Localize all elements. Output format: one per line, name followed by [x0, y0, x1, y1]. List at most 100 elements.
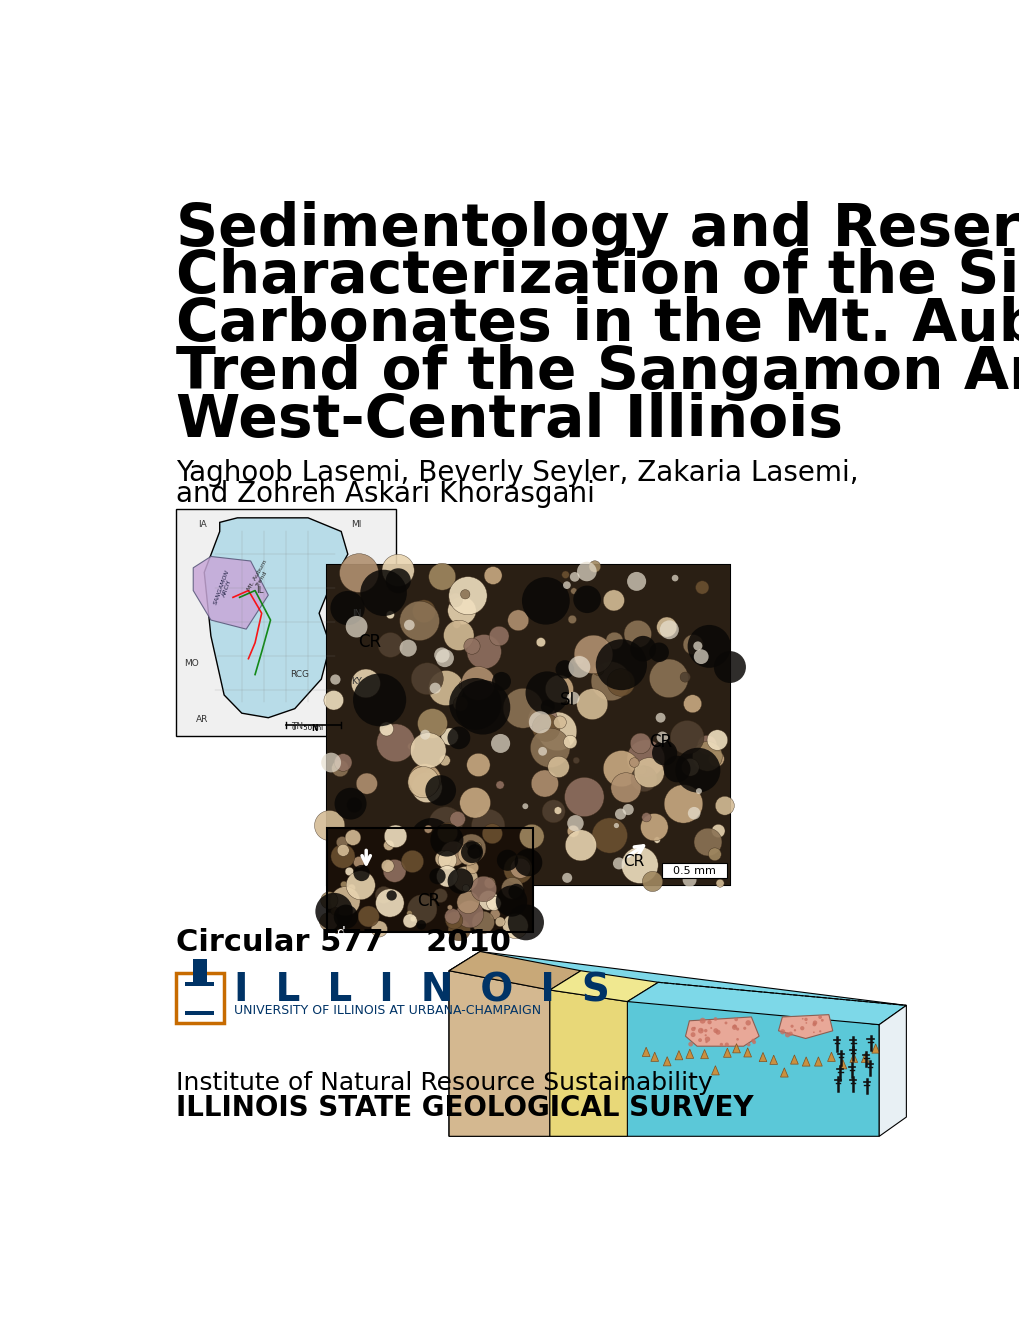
Bar — [327, 565, 730, 884]
Circle shape — [495, 917, 504, 927]
Text: I  L  L  I  N  O  I  S: I L L I N O I S — [234, 972, 609, 1008]
Circle shape — [606, 669, 634, 696]
Circle shape — [409, 764, 440, 796]
Polygon shape — [826, 1052, 835, 1061]
Circle shape — [553, 807, 561, 814]
Circle shape — [416, 866, 435, 886]
Circle shape — [704, 1040, 707, 1043]
Circle shape — [482, 824, 502, 843]
Circle shape — [697, 735, 716, 755]
Circle shape — [445, 912, 463, 929]
Circle shape — [495, 781, 503, 789]
Circle shape — [321, 752, 340, 772]
Text: 0   50 mi: 0 50 mi — [291, 725, 322, 731]
Circle shape — [407, 895, 436, 924]
Polygon shape — [204, 517, 347, 718]
Circle shape — [408, 743, 415, 750]
Text: AR: AR — [196, 715, 208, 725]
Text: West-Central Illinois: West-Central Illinois — [175, 392, 842, 449]
Circle shape — [704, 1036, 709, 1041]
Circle shape — [467, 754, 489, 776]
Circle shape — [565, 777, 603, 817]
Circle shape — [592, 664, 603, 676]
Circle shape — [443, 620, 474, 651]
Circle shape — [495, 886, 527, 916]
Circle shape — [780, 1030, 785, 1035]
Circle shape — [723, 1022, 727, 1024]
Circle shape — [805, 1022, 806, 1024]
Circle shape — [486, 896, 500, 911]
Circle shape — [489, 909, 499, 920]
Text: 0.5 mm: 0.5 mm — [673, 866, 715, 875]
Circle shape — [691, 1027, 695, 1031]
Circle shape — [336, 837, 347, 849]
Circle shape — [790, 1024, 793, 1028]
Circle shape — [574, 655, 584, 664]
Circle shape — [454, 858, 472, 875]
Circle shape — [706, 730, 727, 750]
Circle shape — [358, 906, 379, 927]
Bar — [661, 863, 726, 878]
Circle shape — [568, 615, 576, 623]
Polygon shape — [549, 990, 627, 1137]
Circle shape — [704, 1034, 706, 1036]
Circle shape — [404, 619, 415, 631]
Polygon shape — [839, 1060, 846, 1069]
Circle shape — [436, 866, 458, 887]
Circle shape — [695, 581, 708, 594]
Circle shape — [378, 632, 403, 657]
Circle shape — [655, 713, 664, 722]
Circle shape — [648, 643, 668, 663]
Circle shape — [669, 721, 703, 754]
Polygon shape — [802, 1057, 809, 1067]
Circle shape — [428, 807, 463, 841]
Circle shape — [446, 841, 466, 861]
Circle shape — [434, 647, 449, 663]
Circle shape — [713, 1018, 716, 1020]
Bar — [327, 829, 532, 932]
Circle shape — [381, 859, 393, 873]
Circle shape — [356, 774, 377, 795]
Circle shape — [484, 566, 501, 585]
Circle shape — [574, 635, 612, 673]
Polygon shape — [448, 952, 580, 990]
Circle shape — [403, 913, 417, 928]
Circle shape — [354, 865, 370, 882]
Circle shape — [708, 751, 723, 767]
Circle shape — [610, 772, 640, 803]
Circle shape — [353, 857, 364, 867]
Circle shape — [711, 824, 725, 838]
Circle shape — [541, 800, 565, 822]
Text: Sedimentology and Reservoir: Sedimentology and Reservoir — [175, 201, 1019, 257]
Circle shape — [709, 1027, 711, 1030]
Circle shape — [376, 723, 415, 762]
Circle shape — [690, 1032, 695, 1038]
Circle shape — [314, 810, 344, 841]
Circle shape — [743, 1027, 746, 1030]
Text: CR: CR — [623, 854, 644, 869]
Circle shape — [466, 862, 478, 874]
Circle shape — [438, 851, 457, 870]
Circle shape — [612, 858, 625, 870]
Text: MO: MO — [183, 659, 198, 668]
Text: SI: SI — [559, 690, 575, 709]
Circle shape — [490, 734, 510, 752]
Circle shape — [428, 671, 464, 705]
Circle shape — [440, 727, 458, 746]
Circle shape — [627, 572, 645, 591]
Circle shape — [573, 586, 600, 612]
Circle shape — [360, 828, 387, 854]
Circle shape — [683, 635, 703, 655]
Circle shape — [463, 853, 493, 884]
Circle shape — [330, 675, 340, 685]
Circle shape — [562, 735, 577, 748]
Polygon shape — [849, 1053, 857, 1063]
Circle shape — [818, 1030, 820, 1032]
Polygon shape — [448, 970, 549, 1137]
Circle shape — [567, 814, 583, 832]
Text: IL: IL — [256, 586, 263, 595]
Circle shape — [448, 826, 465, 843]
Circle shape — [448, 593, 463, 607]
Circle shape — [437, 822, 458, 842]
Circle shape — [651, 741, 677, 766]
